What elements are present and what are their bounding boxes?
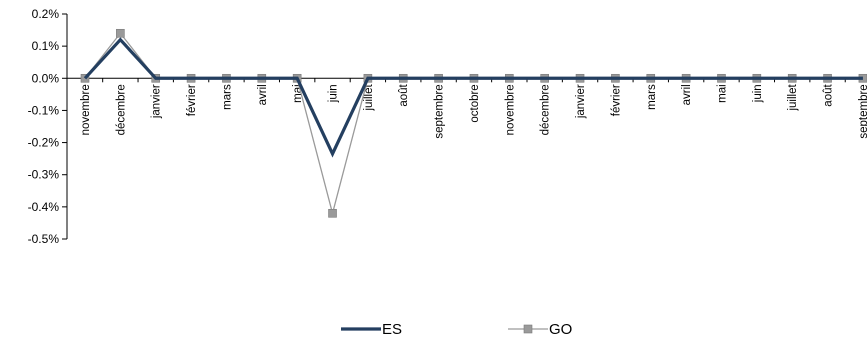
x-tick-label: décembre xyxy=(115,84,127,135)
y-tick-label: -0.2% xyxy=(28,136,60,150)
legend-label-es: ES xyxy=(382,321,402,338)
x-tick-label: juillet xyxy=(787,83,799,111)
x-tick-label: février xyxy=(610,84,622,116)
y-ticks: 0.2% 0.1% 0.0% -0.1% -0.2% -0.3% -0.4% -0.5% xyxy=(28,7,67,246)
x-tick-label: octobre xyxy=(469,84,481,122)
x-tick-label: mars xyxy=(646,84,658,110)
x-tick-label: septembre xyxy=(434,84,446,138)
series-layer xyxy=(80,28,867,218)
x-tick-label: juin xyxy=(328,84,340,103)
x-tick-label: février xyxy=(186,84,198,116)
y-tick-label: 0.2% xyxy=(32,7,60,21)
y-tick-label: -0.4% xyxy=(28,200,60,214)
x-tick-label: mai xyxy=(716,84,728,103)
x-tick-label: novembre xyxy=(504,84,516,135)
legend: ES GO xyxy=(341,321,572,338)
legend-label-go: GO xyxy=(549,321,572,338)
y-tick-label: 0.1% xyxy=(32,39,60,53)
x-tick-label: janvier xyxy=(151,84,163,119)
x-tick-label: juillet xyxy=(363,83,375,111)
x-tick-label: décembre xyxy=(540,84,552,135)
x-tick-label: avril xyxy=(257,84,269,105)
series-line-es xyxy=(83,37,863,158)
x-ticks: novembre décembre janvier février mars avril m… xyxy=(80,78,867,139)
x-tick-label: juin xyxy=(752,84,764,103)
x-tick-label: août xyxy=(398,83,410,106)
y-tick-label: -0.3% xyxy=(28,168,60,182)
x-tick-label: avril xyxy=(681,84,693,105)
data-point-go xyxy=(328,208,337,218)
x-tick-label: janvier xyxy=(575,84,587,119)
y-tick-label: 0.0% xyxy=(32,71,60,85)
legend-marker-go xyxy=(523,324,533,334)
x-tick-label: septembre xyxy=(858,84,867,138)
x-tick-label: mars xyxy=(221,84,233,110)
y-tick-label: -0.1% xyxy=(28,103,60,117)
x-tick-label: novembre xyxy=(80,84,92,135)
x-tick-label: août xyxy=(823,83,835,106)
data-point-go xyxy=(116,28,125,38)
y-tick-label: -0.5% xyxy=(28,232,60,246)
